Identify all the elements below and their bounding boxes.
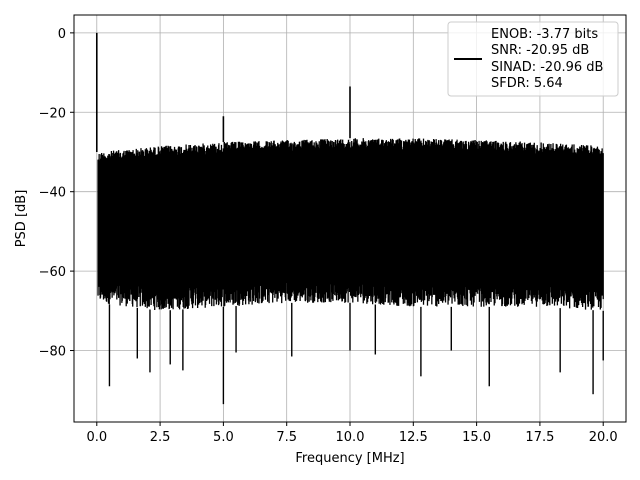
x-tick-label: 2.5 <box>150 430 171 445</box>
y-tick-label: −40 <box>39 186 66 201</box>
psd-series <box>95 32 604 405</box>
legend: ENOB: -3.77 bits SNR: -20.95 dB SINAD: -… <box>447 21 619 97</box>
legend-entry-sfdr: SFDR: 5.64 <box>491 76 563 91</box>
legend-entry-sinad: SINAD: -20.96 dB <box>491 60 603 75</box>
x-tick-label: 17.5 <box>525 430 554 445</box>
y-axis-ticks: 0 −20 −40 −60 −80 <box>39 27 74 360</box>
x-tick-label: 15.0 <box>462 430 491 445</box>
x-axis-ticks: 0.0 2.5 5.0 7.5 10.0 12.5 15.0 17.5 20.0 <box>86 422 618 445</box>
x-axis-label: Frequency [MHz] <box>295 451 404 466</box>
legend-entry-enob: ENOB: -3.77 bits <box>491 27 598 42</box>
psd-noise-trace <box>97 138 604 311</box>
y-axis-label: PSD [dB] <box>14 190 29 248</box>
y-tick-label: 0 <box>58 27 66 42</box>
legend-box <box>447 21 619 97</box>
legend-entry-snr: SNR: -20.95 dB <box>491 43 589 58</box>
x-tick-label: 12.5 <box>399 430 428 445</box>
y-tick-label: −80 <box>39 345 66 360</box>
x-tick-label: 5.0 <box>213 430 234 445</box>
x-tick-label: 20.0 <box>589 430 618 445</box>
x-tick-label: 10.0 <box>336 430 365 445</box>
y-tick-label: −20 <box>39 106 66 121</box>
x-tick-label: 7.5 <box>276 430 297 445</box>
x-tick-label: 0.0 <box>86 430 107 445</box>
y-tick-label: −60 <box>39 265 66 280</box>
